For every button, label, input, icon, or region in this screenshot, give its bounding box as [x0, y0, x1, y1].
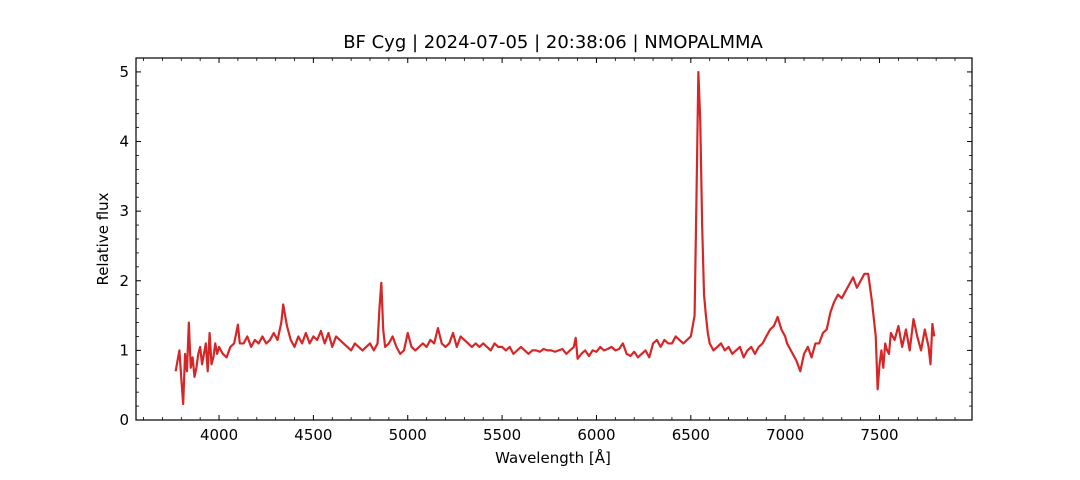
x-axis-label: Wavelength [Å] [495, 448, 611, 467]
y-tick-label: 0 [119, 411, 129, 429]
x-tick-label: 4000 [200, 426, 238, 444]
x-tick-label: 6500 [672, 426, 710, 444]
x-tick-label: 6000 [577, 426, 615, 444]
x-tick-label: 7500 [860, 426, 898, 444]
plot-area [174, 70, 936, 406]
x-tick-label: 5500 [483, 426, 521, 444]
y-axis: 0 1 2 3 4 5 [119, 63, 972, 429]
x-axis: 4000 4500 5000 5500 6000 6500 7000 7500 [143, 58, 956, 444]
axes-frame [135, 57, 973, 421]
x-tick-label: 7000 [766, 426, 804, 444]
spectrum-line [174, 70, 936, 406]
y-axis-label: Relative flux [94, 192, 112, 285]
y-tick-label: 1 [119, 341, 129, 359]
x-tick-label: 5000 [389, 426, 427, 444]
y-tick-label: 5 [119, 63, 129, 81]
y-tick-label: 2 [119, 272, 129, 290]
chart-title: BF Cyg | 2024-07-05 | 20:38:06 | NMOPALM… [343, 32, 763, 53]
x-tick-label: 4500 [294, 426, 332, 444]
y-tick-label: 3 [119, 202, 129, 220]
y-tick-label: 4 [119, 133, 129, 151]
